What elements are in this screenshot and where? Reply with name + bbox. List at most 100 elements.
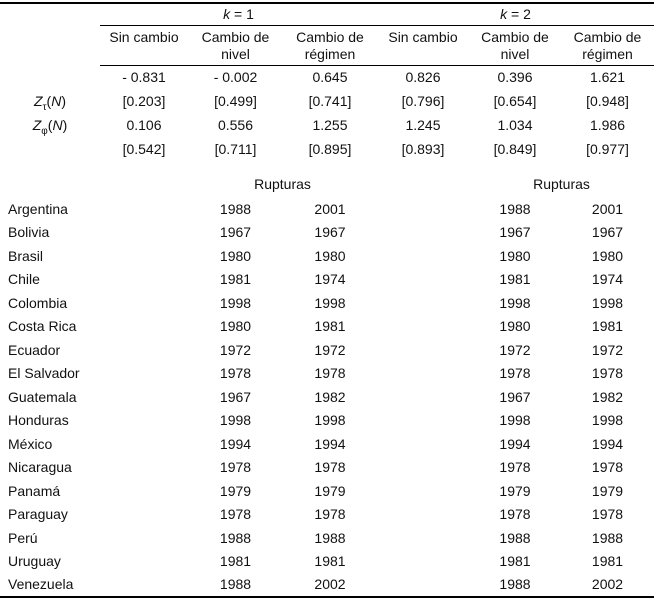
break-year-cell: 1998 xyxy=(219,294,252,311)
empty-cell xyxy=(377,479,469,503)
break-year-cell: 1998 xyxy=(591,294,624,311)
country-row: Nicaragua 1978 1978 1978 1978 xyxy=(0,456,654,480)
k2-symbol: k xyxy=(500,6,508,23)
break-year-cell: 1998 xyxy=(314,294,346,311)
empty-cell xyxy=(377,315,469,339)
empty-cell xyxy=(377,550,469,574)
country-name-cell: Chile xyxy=(8,271,40,288)
stat-value-cell: 0.106 xyxy=(126,117,162,133)
empty-cell xyxy=(100,268,188,292)
break-year-cell: 1979 xyxy=(499,482,531,499)
country-row: Honduras 1998 1998 1998 1998 xyxy=(0,409,654,433)
break-year-cell: 1981 xyxy=(591,318,624,335)
header-spacer-cell xyxy=(0,25,100,65)
k1-equals-value: = 1 xyxy=(230,6,254,23)
k2-equals-value: = 2 xyxy=(507,6,531,23)
break-year-cell: 1979 xyxy=(314,482,346,499)
col-header-sin-cambio-k1: Sin cambio xyxy=(100,25,188,66)
country-name-cell: Uruguay xyxy=(8,553,61,570)
break-year-cell: 1982 xyxy=(314,388,346,405)
stat-value-cell: [0.654] xyxy=(493,93,537,109)
stat-value-cell: [0.499] xyxy=(214,93,257,109)
z-phi-label: Zφ(N) xyxy=(32,117,68,137)
break-year-cell: 1978 xyxy=(314,506,346,523)
rupturas-header-right: Rupturas xyxy=(533,176,590,192)
break-year-cell: 1972 xyxy=(591,341,624,358)
stat-pvalues-row: [0.542] [0.711] [0.895] [0.893] [0.849] … xyxy=(0,137,654,161)
empty-cell xyxy=(100,456,188,480)
rupturas-header-row: Rupturas Rupturas xyxy=(0,161,654,197)
stat-values-row: Zφ(N) 0.106 0.556 1.255 1.245 1.034 1.98… xyxy=(0,113,654,137)
break-year-cell: 1967 xyxy=(591,224,624,241)
stat-value-cell: [0.849] xyxy=(493,141,537,157)
break-year-cell: 1967 xyxy=(499,388,531,405)
stat-value-cell: 1.034 xyxy=(497,117,533,133)
empty-cell xyxy=(377,573,469,597)
empty-cell xyxy=(100,479,188,503)
stat-value-cell: - 0.831 xyxy=(122,69,166,86)
break-year-cell: 1998 xyxy=(314,412,346,429)
country-name-cell: Panamá xyxy=(8,482,61,499)
rupturas-section: Rupturas Rupturas xyxy=(0,161,654,197)
k-group-header-row: k = 1 k = 2 xyxy=(0,3,654,26)
country-row: México 1994 1994 1994 1994 xyxy=(0,432,654,456)
stat-value-cell: 1.255 xyxy=(312,117,348,133)
break-year-cell: 1980 xyxy=(219,318,252,335)
break-year-cell: 1978 xyxy=(219,506,252,523)
break-year-cell: 1980 xyxy=(219,247,252,264)
col-header-cambio-nivel-k2: Cambio de nivel xyxy=(469,25,561,66)
empty-cell xyxy=(100,338,188,362)
stat-value-cell: 0.826 xyxy=(405,69,441,86)
break-year-cell: 1967 xyxy=(314,224,346,241)
country-row: Costa Rica 1980 1981 1980 1981 xyxy=(0,315,654,339)
col-header-cambio-regimen-k2: Cambio de régimen xyxy=(561,25,654,66)
header-spacer-cell xyxy=(0,3,100,25)
country-name-cell: Ecuador xyxy=(8,341,61,358)
stat-value-cell: 0.396 xyxy=(497,69,533,86)
break-year-cell: 1998 xyxy=(499,294,531,311)
break-year-cell: 1998 xyxy=(219,412,252,429)
country-name-cell: Brasil xyxy=(8,247,44,264)
break-year-cell: 1981 xyxy=(219,553,252,570)
empty-cell xyxy=(100,385,188,409)
stat-value-cell: [0.741] xyxy=(308,93,352,109)
stat-value-cell: [0.203] xyxy=(122,93,166,109)
break-year-cell: 1967 xyxy=(219,388,252,405)
empty-cell xyxy=(377,362,469,386)
country-name-cell: El Salvador xyxy=(8,365,80,382)
empty-cell xyxy=(100,573,188,597)
rupturas-header-left: Rupturas xyxy=(254,176,311,192)
break-year-cell: 1978 xyxy=(314,365,346,382)
break-year-cell: 1972 xyxy=(499,341,531,358)
stat-value-cell: - 0.002 xyxy=(213,69,258,86)
break-year-cell: 1998 xyxy=(591,412,624,429)
empty-cell xyxy=(100,550,188,574)
table-header: k = 1 k = 2 Sin cambio Cambio de nivel C… xyxy=(0,3,654,66)
break-year-cell: 1982 xyxy=(591,388,624,405)
stat-value-cell: 1.621 xyxy=(589,69,626,86)
break-year-cell: 1981 xyxy=(314,318,346,335)
break-year-cell: 2002 xyxy=(591,576,624,593)
country-row: Chile 1981 1974 1981 1974 xyxy=(0,268,654,292)
empty-cell xyxy=(377,244,469,268)
empty-cell xyxy=(377,503,469,527)
k1-group-header: k = 1 xyxy=(100,3,377,26)
country-name-cell: Guatemala xyxy=(8,388,77,405)
break-year-cell: 1988 xyxy=(314,529,346,546)
break-year-cell: 1981 xyxy=(499,553,531,570)
stat-value-cell: [0.895] xyxy=(308,141,352,157)
country-name-cell: Costa Rica xyxy=(8,318,77,335)
empty-cell xyxy=(377,291,469,315)
stat-value-cell: [0.542] xyxy=(122,141,166,157)
empty-cell xyxy=(377,268,469,292)
break-year-cell: 1994 xyxy=(591,435,624,452)
break-year-cell: 1981 xyxy=(591,553,624,570)
stat-value-cell: [0.711] xyxy=(214,141,257,157)
stat-values-row: - 0.831 - 0.002 0.645 0.826 0.396 1.621 xyxy=(0,65,654,89)
empty-cell xyxy=(100,362,188,386)
break-year-cell: 1988 xyxy=(499,529,531,546)
break-year-cell: 1974 xyxy=(314,271,346,288)
break-year-cell: 1994 xyxy=(219,435,252,452)
break-year-cell: 2001 xyxy=(591,200,624,217)
break-year-cell: 1978 xyxy=(591,365,624,382)
